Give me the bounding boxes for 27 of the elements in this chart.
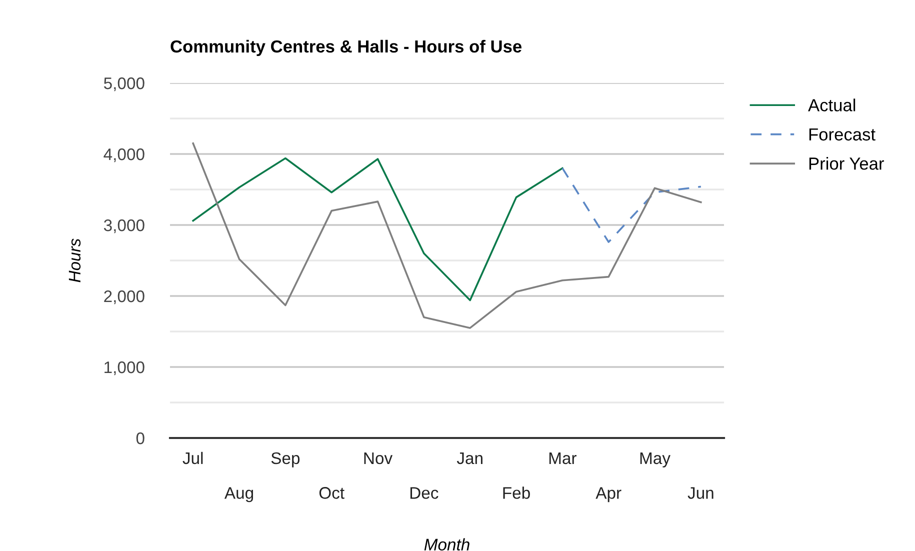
legend-label: Actual xyxy=(808,98,856,112)
line-series xyxy=(192,157,564,302)
x-tick-label: Oct xyxy=(319,487,344,499)
x-tick-label: May xyxy=(640,452,670,468)
x-tick-label: Nov xyxy=(364,452,393,464)
line-series xyxy=(562,167,702,243)
x-tick-label: Sep xyxy=(271,452,300,468)
y-tick-label: 3,000 xyxy=(104,219,144,234)
x-axis-title: Month xyxy=(424,538,470,550)
legend-label: Prior Year xyxy=(809,157,884,170)
x-tick-label: Apr xyxy=(596,487,622,502)
x-tick-label: Jan xyxy=(456,452,482,464)
x-tick-label: Jul xyxy=(182,452,203,464)
x-tick-label: Feb xyxy=(503,486,530,499)
line-series xyxy=(192,142,702,329)
y-tick-label: 4,000 xyxy=(104,148,144,162)
y-axis-title: Hours xyxy=(68,238,81,282)
x-tick-label: Aug xyxy=(224,487,254,502)
y-tick-label: 1,000 xyxy=(104,361,144,376)
y-tick-label: 5,000 xyxy=(104,77,144,92)
legend-label: Forecast xyxy=(809,128,876,141)
x-tick-label: Dec xyxy=(410,487,438,499)
x-tick-label: Jun xyxy=(688,487,714,499)
chart-title: Community Centres & Halls - Hours of Use xyxy=(170,40,522,56)
y-tick-label: 0 xyxy=(136,432,144,444)
x-tick-label: Mar xyxy=(549,452,576,464)
y-tick-label: 2,000 xyxy=(104,290,144,304)
